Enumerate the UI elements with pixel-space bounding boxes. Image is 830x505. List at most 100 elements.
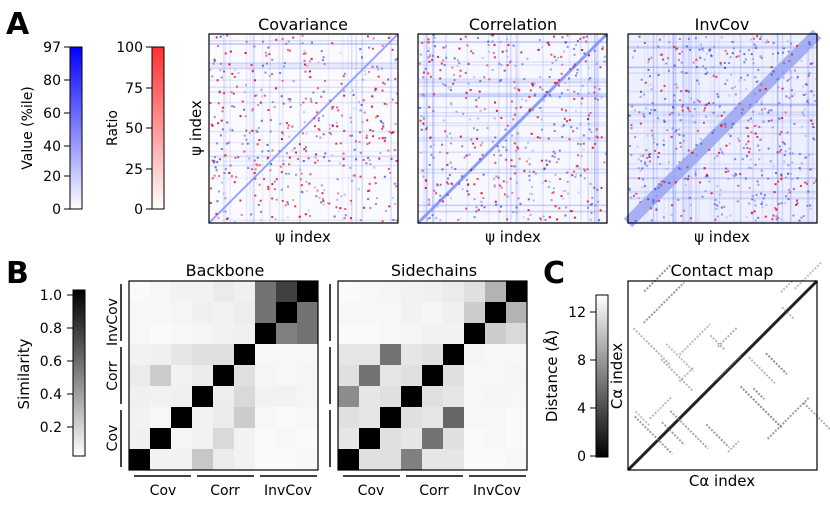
- heatmap-point: [429, 145, 432, 148]
- heatmap-point: [503, 193, 506, 196]
- heatmap-point: [286, 152, 289, 155]
- heatmap-point: [383, 82, 386, 85]
- heatmap-point: [640, 160, 643, 163]
- heatmap-point: [634, 219, 637, 222]
- heatmap-point: [418, 62, 421, 65]
- heatmap-point: [745, 126, 748, 129]
- heatmap-band: [710, 34, 712, 223]
- heatmap-point: [427, 56, 430, 59]
- heatmap-point: [322, 59, 325, 62]
- heatmap-point: [369, 129, 372, 132]
- matrix-cell: [422, 344, 444, 366]
- heatmap-band: [418, 204, 607, 207]
- heatmap-point: [244, 115, 247, 118]
- heatmap-point: [593, 143, 596, 146]
- heatmap-point: [759, 192, 762, 195]
- matrix-cell: [380, 449, 402, 471]
- heatmap-point: [323, 156, 326, 159]
- heatmap-point: [268, 74, 271, 77]
- heatmap-point: [760, 102, 763, 105]
- heatmap-point: [528, 163, 531, 166]
- heatmap-band: [695, 34, 697, 223]
- heatmap-point: [283, 65, 286, 68]
- heatmap-point: [371, 95, 374, 98]
- heatmap-point: [640, 78, 643, 81]
- heatmap-point: [381, 89, 384, 92]
- heatmap-point: [733, 175, 736, 178]
- heatmap-point: [583, 52, 586, 55]
- matrix-title-sidechains: Sidechains: [391, 261, 477, 280]
- heatmap-point: [493, 56, 496, 59]
- heatmap-point: [224, 168, 227, 171]
- heatmap-point: [703, 109, 706, 112]
- matrix-cell: [129, 428, 151, 450]
- heatmap-point: [573, 90, 576, 93]
- heatmap-point: [757, 144, 760, 147]
- heatmap-point: [215, 212, 218, 215]
- heatmap-point: [487, 50, 490, 53]
- heatmap-point: [796, 202, 799, 205]
- panel-label-b: B: [6, 256, 29, 291]
- heatmap-band: [656, 34, 658, 223]
- heatmap-point: [300, 172, 303, 175]
- matrix-cell: [485, 449, 507, 471]
- heatmap-point: [331, 42, 334, 45]
- heatmap-frame: [417, 33, 608, 224]
- heatmap-point: [593, 86, 596, 89]
- heatmap-point: [495, 109, 498, 112]
- heatmap-point: [215, 168, 218, 171]
- heatmap-band: [327, 34, 330, 223]
- heatmap-point: [422, 94, 425, 97]
- heatmap-point: [458, 182, 461, 185]
- heatmap-point: [264, 71, 267, 74]
- heatmap-point: [554, 152, 557, 155]
- matrix-cell: [213, 449, 235, 471]
- heatmap-band: [781, 34, 784, 223]
- heatmap-point: [427, 198, 430, 201]
- heatmap-point: [362, 78, 365, 81]
- matrix-cell: [213, 323, 235, 345]
- heatmap-point: [572, 170, 575, 173]
- heatmap-point: [267, 109, 270, 112]
- matrix-cell: [150, 323, 172, 345]
- heatmap-point: [339, 142, 342, 145]
- heatmap-point: [216, 79, 219, 82]
- heatmap-point: [758, 149, 761, 152]
- matrix-cell: [506, 449, 528, 471]
- heatmap-point: [775, 218, 778, 221]
- matrix-cell: [129, 407, 151, 429]
- heatmap-point: [755, 80, 758, 83]
- heatmap-point: [662, 35, 665, 38]
- heatmap-point: [731, 40, 734, 43]
- matrix-cell: [401, 407, 423, 429]
- heatmap-point: [216, 161, 219, 164]
- heatmap-point: [315, 135, 318, 138]
- heatmap-point: [465, 96, 468, 99]
- heatmap-point: [577, 92, 580, 95]
- heatmap-point: [579, 123, 582, 126]
- heatmap-point: [502, 180, 505, 183]
- heatmap-band: [418, 204, 607, 207]
- heatmap-point: [662, 58, 665, 61]
- heatmap-point: [329, 99, 332, 102]
- heatmap-point: [352, 94, 355, 97]
- heatmap-point: [373, 176, 376, 179]
- heatmap-point: [560, 72, 563, 75]
- heatmap-point: [531, 84, 534, 87]
- heatmap-band: [261, 34, 264, 223]
- heatmap-point: [504, 128, 507, 131]
- heatmap-point: [750, 211, 753, 214]
- heatmap-point: [433, 36, 436, 39]
- heatmap-point: [663, 120, 666, 123]
- matrix-cell: [171, 302, 193, 324]
- heatmap-band: [516, 34, 518, 223]
- heatmap-band: [590, 34, 593, 223]
- heatmap-point: [295, 151, 298, 154]
- heatmap-band: [771, 34, 774, 223]
- heatmap-point: [530, 186, 533, 189]
- heatmap-point: [476, 129, 479, 132]
- heatmap-point: [555, 59, 558, 62]
- heatmap-point: [395, 58, 398, 61]
- heatmap-point: [228, 63, 231, 66]
- heatmap-point: [786, 40, 789, 43]
